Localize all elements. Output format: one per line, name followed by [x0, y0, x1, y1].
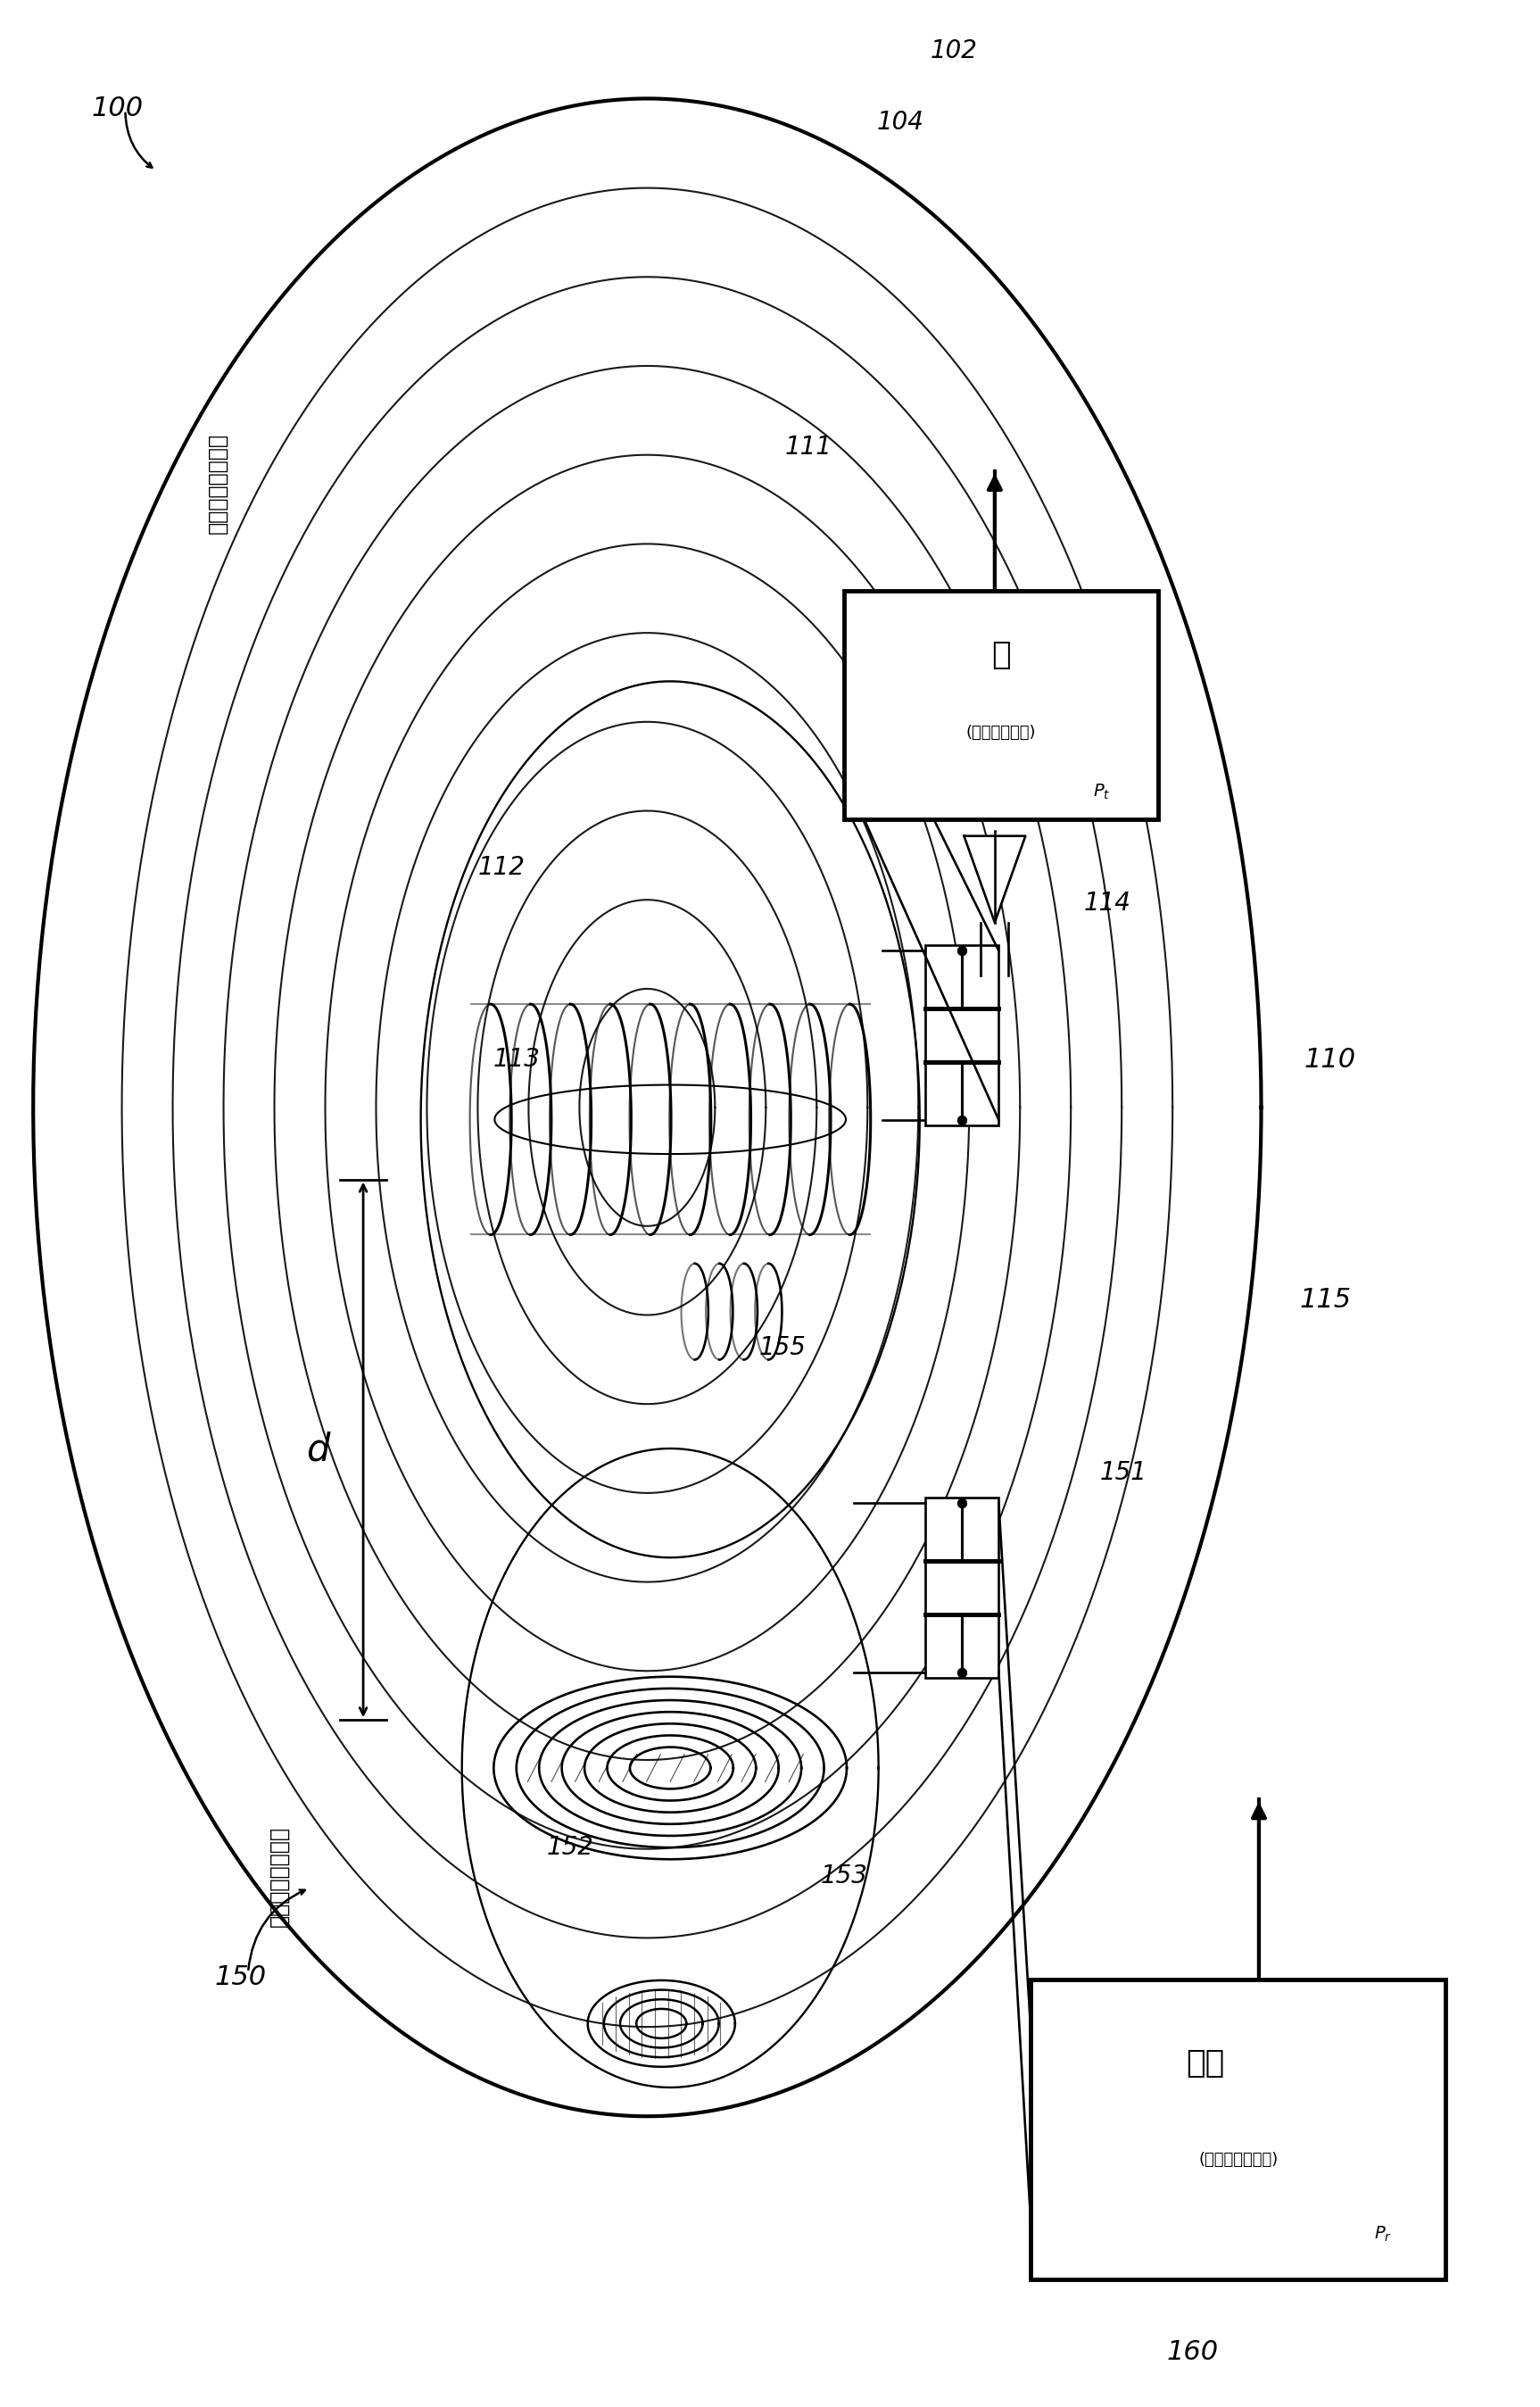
Text: 源: 源	[992, 640, 1010, 669]
Text: 113: 113	[493, 1047, 541, 1071]
Text: d: d	[306, 1432, 330, 1468]
Text: $P_r$: $P_r$	[1374, 2224, 1392, 2243]
Text: 150: 150	[214, 1964, 266, 1991]
Text: 152: 152	[547, 1834, 594, 1861]
Text: 115: 115	[1300, 1288, 1352, 1312]
Text: 160: 160	[1166, 2340, 1218, 2364]
Bar	[926, 1497, 999, 1678]
Text: (高频振产生器): (高频振产生器)	[966, 725, 1036, 741]
Text: 110: 110	[1304, 1047, 1357, 1071]
Text: 102: 102	[930, 39, 978, 63]
Bar	[844, 592, 1158, 818]
Text: 151: 151	[1100, 1461, 1147, 1485]
Text: (整流器和调节器): (整流器和调节器)	[1198, 2152, 1278, 2169]
Text: 100: 100	[92, 96, 143, 120]
Bar	[926, 946, 999, 1126]
Text: 112: 112	[477, 854, 525, 879]
Text: 111: 111	[785, 433, 832, 460]
Text: 155: 155	[759, 1336, 805, 1360]
Text: 104: 104	[876, 111, 924, 135]
Text: 153: 153	[821, 1863, 867, 1889]
Bar	[1030, 1979, 1446, 2279]
Text: $P_t$: $P_t$	[1093, 782, 1110, 802]
Polygon shape	[964, 835, 1026, 922]
Text: 114: 114	[1084, 891, 1132, 915]
Text: 发射器（能量源）: 发射器（能量源）	[206, 433, 228, 534]
Text: 接收器（能量汇）: 接收器（能量汇）	[268, 1825, 290, 1926]
Text: 负感: 负感	[1186, 2048, 1224, 2080]
